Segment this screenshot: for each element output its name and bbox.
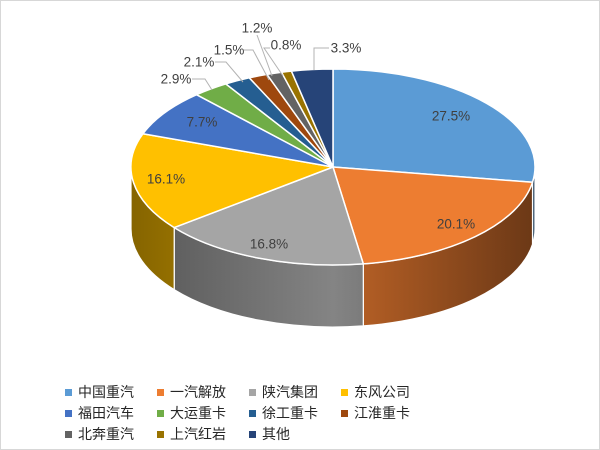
data-label-徐工重卡: 2.1% bbox=[184, 55, 215, 70]
leader-line-上汽红岩 bbox=[263, 47, 284, 77]
legend-swatch-一汽解放 bbox=[157, 388, 164, 396]
data-label-上汽红岩: 0.8% bbox=[271, 38, 302, 53]
legend-item-福田汽车: 福田汽车 bbox=[65, 403, 157, 423]
legend-swatch-大运重卡 bbox=[157, 409, 164, 417]
data-label-中国重汽: 27.5% bbox=[432, 109, 470, 124]
legend-label: 陕汽集团 bbox=[262, 384, 318, 400]
legend-label: 福田汽车 bbox=[78, 405, 134, 421]
legend-swatch-中国重汽 bbox=[65, 388, 72, 396]
legend-swatch-福田汽车 bbox=[65, 409, 72, 417]
pie-chart: 27.5% 20.1% 16.8% 16.1% 7.7% 2.9% 2.1%1.5% 1.2%… bbox=[130, 21, 536, 328]
pie-tops bbox=[130, 68, 536, 266]
leader-line-北奔重汽 bbox=[256, 34, 273, 77]
legend-item-大运重卡: 大运重卡 bbox=[157, 403, 249, 423]
legend-label: 江淮重卡 bbox=[354, 405, 410, 421]
data-label-一汽解放: 20.1% bbox=[437, 217, 475, 232]
legend-item-江淮重卡: 江淮重卡 bbox=[341, 403, 433, 423]
pie-slice-东风公司 bbox=[130, 133, 334, 229]
pie-slice-其他 bbox=[290, 68, 334, 168]
legend-swatch-北奔重汽 bbox=[65, 430, 72, 438]
chart-legend: 中国重汽 一汽解放 陕汽集团 东风公司福田汽车 大运重卡 徐工重卡 江淮重卡北奔重汽 上汽红岩… bbox=[65, 382, 447, 444]
data-label-福田汽车: 7.7% bbox=[187, 115, 218, 130]
legend-swatch-上汽红岩 bbox=[157, 430, 164, 438]
legend-label: 北奔重汽 bbox=[78, 426, 134, 442]
data-label-其他: 3.3% bbox=[331, 41, 362, 56]
data-label-北奔重汽: 1.2% bbox=[242, 21, 273, 36]
legend-item-上汽红岩: 上汽红岩 bbox=[157, 424, 249, 444]
pie-sides bbox=[130, 166, 536, 328]
legend-item-一汽解放: 一汽解放 bbox=[157, 382, 249, 402]
leader-line-其他 bbox=[313, 47, 329, 70]
data-labels: 27.5% 20.1% 16.8% 16.1% 7.7% 2.9% 2.1%1.5% 1.2%… bbox=[147, 21, 475, 252]
pie-slice-陕汽集团 bbox=[173, 166, 365, 266]
legend-label: 其他 bbox=[262, 426, 290, 442]
pie-slice-一汽解放 bbox=[332, 166, 534, 265]
legend-item-陕汽集团: 陕汽集团 bbox=[249, 382, 341, 402]
legend-swatch-徐工重卡 bbox=[249, 409, 256, 417]
leader-line-江淮重卡 bbox=[244, 49, 270, 81]
pie-slice-中国重汽 bbox=[332, 68, 536, 184]
legend-swatch-陕汽集团 bbox=[249, 388, 256, 396]
data-label-陕汽集团: 16.8% bbox=[250, 237, 288, 252]
data-label-大运重卡: 2.9% bbox=[161, 72, 192, 87]
legend-item-其他: 其他 bbox=[249, 424, 341, 444]
legend-label: 东风公司 bbox=[354, 384, 410, 400]
legend-item-中国重汽: 中国重汽 bbox=[65, 382, 157, 402]
pie-slice-福田汽车 bbox=[142, 93, 334, 168]
legend-label: 上汽红岩 bbox=[170, 426, 226, 442]
data-label-江淮重卡: 1.5% bbox=[214, 43, 245, 58]
leader-line-徐工重卡 bbox=[215, 61, 244, 83]
legend-item-东风公司: 东风公司 bbox=[341, 382, 433, 402]
legend-label: 中国重汽 bbox=[78, 384, 134, 400]
legend-swatch-其他 bbox=[249, 430, 256, 438]
legend-swatch-东风公司 bbox=[341, 388, 348, 396]
legend-label: 大运重卡 bbox=[170, 405, 226, 421]
legend-label: 一汽解放 bbox=[170, 384, 226, 400]
leader-line-大运重卡 bbox=[192, 78, 213, 91]
legend-item-北奔重汽: 北奔重汽 bbox=[65, 424, 157, 444]
legend-label: 徐工重卡 bbox=[262, 405, 318, 421]
legend-item-徐工重卡: 徐工重卡 bbox=[249, 403, 341, 423]
legend-swatch-江淮重卡 bbox=[341, 409, 348, 417]
data-label-东风公司: 16.1% bbox=[147, 172, 185, 187]
